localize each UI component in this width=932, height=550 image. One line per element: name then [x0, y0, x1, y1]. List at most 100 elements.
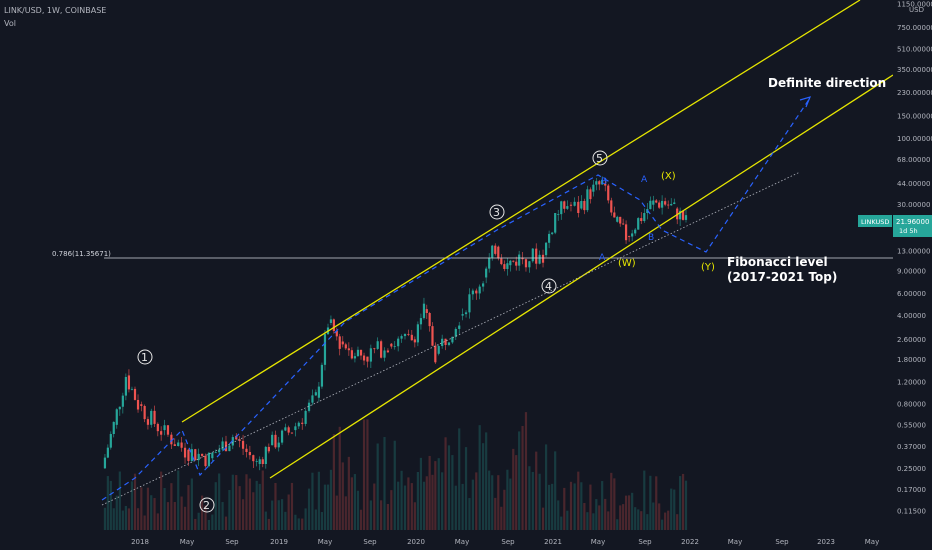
candle-body[interactable] — [679, 210, 682, 220]
candle-body[interactable] — [194, 449, 197, 461]
candle-body[interactable] — [509, 260, 512, 266]
candle-body[interactable] — [506, 263, 509, 269]
candle-body[interactable] — [604, 183, 607, 186]
candle-body[interactable] — [201, 453, 204, 456]
candle-body[interactable] — [468, 294, 471, 313]
candle-body[interactable] — [170, 434, 173, 445]
candle-body[interactable] — [393, 346, 396, 348]
candle-body[interactable] — [264, 446, 267, 465]
candle-body[interactable] — [518, 254, 521, 266]
candle-body[interactable] — [329, 319, 333, 323]
candle-body[interactable] — [160, 431, 163, 435]
candle-body[interactable] — [548, 233, 551, 243]
candle-body[interactable] — [136, 399, 140, 410]
candle-body[interactable] — [580, 201, 583, 209]
candle-body[interactable] — [248, 452, 251, 456]
candle-body[interactable] — [667, 204, 670, 206]
candle-body[interactable] — [190, 449, 193, 461]
candle-body[interactable] — [274, 434, 277, 448]
candle-body[interactable] — [673, 202, 676, 204]
candle-body[interactable] — [649, 200, 652, 210]
candle-body[interactable] — [311, 395, 314, 403]
candle-body[interactable] — [214, 452, 217, 454]
candle-body[interactable] — [681, 210, 685, 220]
candle-body[interactable] — [624, 224, 628, 241]
candle-body[interactable] — [400, 336, 403, 339]
candle-body[interactable] — [652, 200, 655, 205]
candle-body[interactable] — [133, 388, 137, 400]
candle-body[interactable] — [640, 218, 643, 222]
candle-body[interactable] — [544, 242, 548, 256]
candle-body[interactable] — [341, 341, 344, 345]
candle-body[interactable] — [634, 229, 637, 234]
candle-body[interactable] — [238, 439, 241, 441]
candle-body[interactable] — [335, 330, 338, 337]
candle-body[interactable] — [127, 375, 131, 390]
candle-body[interactable] — [422, 303, 426, 319]
candle-body[interactable] — [207, 452, 211, 467]
candle-body[interactable] — [428, 312, 431, 327]
candle-body[interactable] — [390, 343, 393, 347]
candle-body[interactable] — [383, 350, 386, 358]
candle-body[interactable] — [344, 344, 347, 349]
candle-body[interactable] — [221, 441, 224, 450]
candle-body[interactable] — [500, 258, 503, 265]
candle-body[interactable] — [485, 268, 488, 278]
channel-upper[interactable] — [181, 0, 861, 423]
candle-body[interactable] — [211, 452, 214, 459]
candle-body[interactable] — [441, 338, 444, 347]
candle-body[interactable] — [610, 200, 613, 213]
candle-body[interactable] — [356, 349, 360, 357]
candle-body[interactable] — [112, 421, 115, 435]
candle-body[interactable] — [373, 348, 376, 350]
candle-body[interactable] — [528, 261, 531, 268]
candle-body[interactable] — [150, 410, 153, 425]
candle-body[interactable] — [431, 326, 434, 346]
candle-body[interactable] — [488, 257, 491, 269]
candle-body[interactable] — [560, 201, 563, 215]
candle-body[interactable] — [403, 333, 407, 337]
candle-body[interactable] — [320, 364, 324, 387]
candle-body[interactable] — [366, 356, 369, 362]
candle-body[interactable] — [464, 312, 468, 315]
candle-body[interactable] — [284, 427, 287, 431]
candle-body[interactable] — [628, 235, 631, 237]
candle-body[interactable] — [601, 179, 604, 185]
candle-body[interactable] — [294, 426, 297, 431]
candle-body[interactable] — [397, 338, 400, 347]
candle-body[interactable] — [413, 339, 416, 343]
candle-body[interactable] — [531, 248, 534, 262]
candle-body[interactable] — [482, 283, 485, 287]
candle-body[interactable] — [631, 233, 634, 237]
candle-body[interactable] — [461, 314, 464, 316]
candle-body[interactable] — [156, 423, 159, 432]
candle-body[interactable] — [140, 404, 143, 406]
candle-body[interactable] — [277, 442, 280, 448]
time-axis[interactable] — [0, 533, 932, 550]
candle-body[interactable] — [566, 206, 569, 209]
candle-body[interactable] — [583, 201, 586, 211]
candle-body[interactable] — [684, 215, 688, 220]
candle-body[interactable] — [598, 181, 601, 185]
candle-body[interactable] — [228, 445, 231, 452]
candle-body[interactable] — [280, 430, 284, 443]
candle-body[interactable] — [255, 461, 258, 462]
candle-body[interactable] — [124, 377, 127, 396]
candle-body[interactable] — [664, 201, 667, 205]
candle-body[interactable] — [670, 203, 673, 206]
candle-body[interactable] — [130, 388, 134, 390]
candle-body[interactable] — [503, 264, 506, 269]
candle-body[interactable] — [410, 334, 413, 341]
candle-body[interactable] — [252, 455, 255, 462]
candle-body[interactable] — [271, 434, 274, 446]
candle-body[interactable] — [616, 216, 619, 222]
candle-body[interactable] — [554, 213, 557, 233]
candle-body[interactable] — [451, 336, 454, 343]
candle-body[interactable] — [376, 341, 379, 349]
candle-body[interactable] — [347, 348, 350, 351]
candle-body[interactable] — [287, 427, 290, 433]
candle-body[interactable] — [655, 200, 658, 203]
candle-body[interactable] — [353, 356, 357, 359]
candle-body[interactable] — [444, 338, 447, 345]
